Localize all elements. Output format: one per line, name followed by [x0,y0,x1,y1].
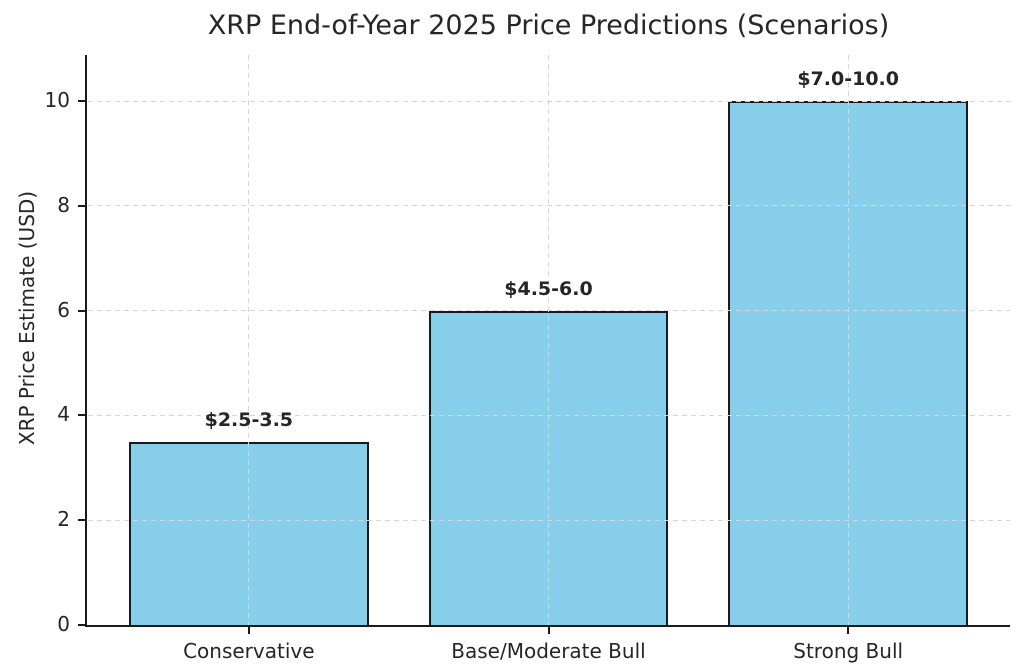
y-tick [78,414,85,417]
bar-value-label: $2.5-3.5 [204,408,294,431]
y-tick [78,519,85,522]
plot-area: 0 2 4 6 8 10 $2.5-3.5 Conservative $4.5-6.0 Base/… [45,55,1010,663]
x-axis-spine [85,625,1010,627]
v-gridline [248,55,250,625]
y-tick-label: 6 [57,297,70,322]
y-tick-label: 4 [57,402,70,427]
x-tick-label: Conservative [183,639,315,663]
x-tick-label: Strong Bull [793,639,904,663]
y-tick [78,100,85,103]
h-gridline [88,205,1010,207]
x-tick-label: Base/Moderate Bull [451,639,646,663]
y-tick-label: 2 [57,507,70,532]
y-tick [78,204,85,207]
bar-value-label: $4.5-6.0 [504,277,593,300]
h-gridline [88,414,1010,416]
y-tick [78,624,85,626]
h-gridline [88,519,1010,521]
v-gridline [847,55,849,625]
bar-value-label: $7.0-10.0 [797,68,899,91]
h-gridline [88,310,1010,312]
y-axis-spine [85,55,87,627]
y-tick-label: 10 [44,88,70,113]
h-gridline [88,100,1010,102]
x-tick [547,627,550,634]
v-gridline [548,55,549,625]
chart-title: XRP End-of-Year 2025 Price Predictions (… [207,10,890,41]
x-tick [847,627,850,634]
y-tick-label: 8 [57,192,70,217]
x-tick [247,627,250,634]
y-tick [78,309,85,312]
y-tick-label: 0 [57,612,70,636]
